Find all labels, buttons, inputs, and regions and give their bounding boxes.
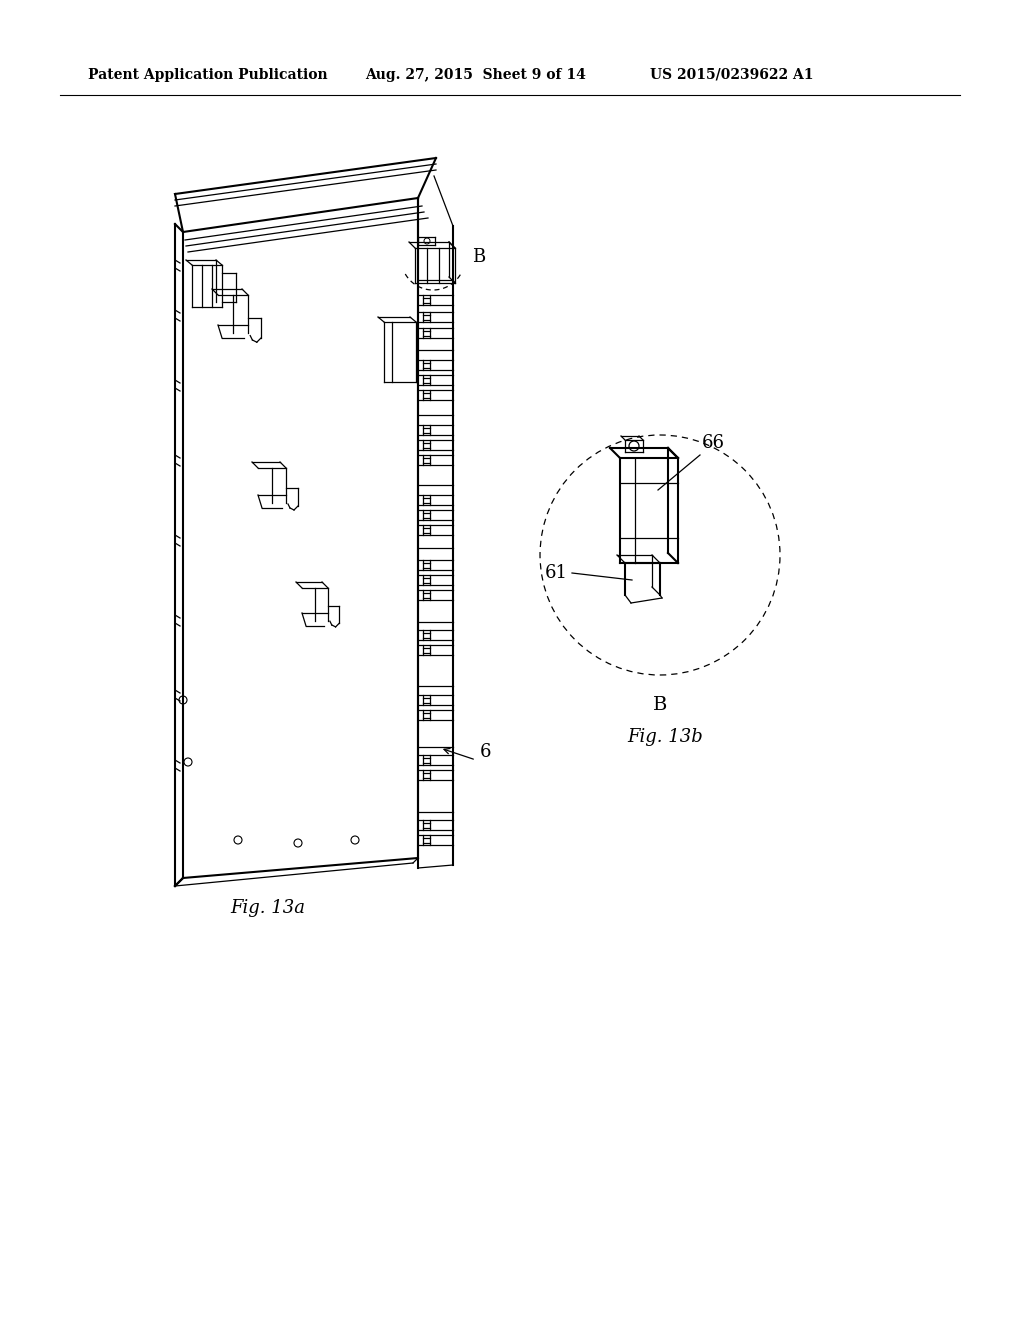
Text: US 2015/0239622 A1: US 2015/0239622 A1 — [650, 69, 813, 82]
Text: 66: 66 — [702, 434, 725, 451]
Text: B: B — [653, 696, 668, 714]
Text: Patent Application Publication: Patent Application Publication — [88, 69, 328, 82]
Text: Fig. 13b: Fig. 13b — [627, 729, 702, 746]
Text: Aug. 27, 2015  Sheet 9 of 14: Aug. 27, 2015 Sheet 9 of 14 — [365, 69, 586, 82]
Text: 6: 6 — [480, 743, 492, 762]
Text: Fig. 13a: Fig. 13a — [230, 899, 305, 917]
Text: B: B — [472, 248, 485, 267]
Text: 61: 61 — [545, 564, 568, 582]
